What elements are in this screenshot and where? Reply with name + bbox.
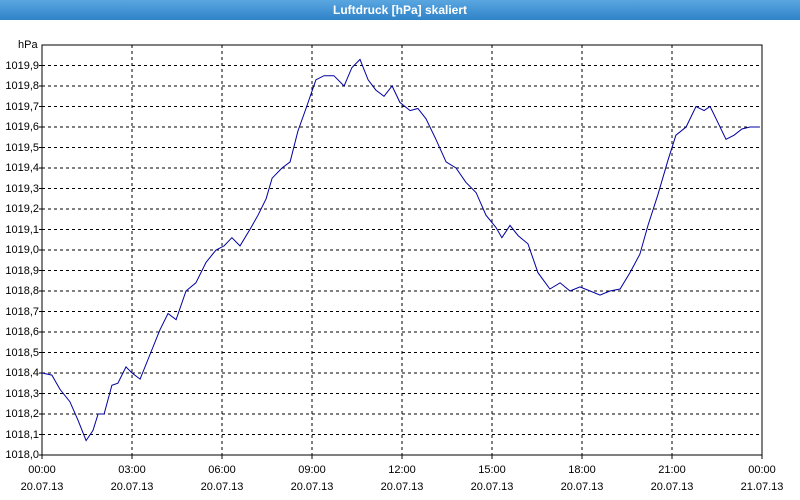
x-tick-label: 00:00 21.07.13 — [740, 464, 784, 493]
x-tick-label: 15:00 20.07.13 — [470, 464, 514, 493]
y-tick-label: 1019,5 — [5, 141, 39, 154]
y-tick-label: 1018,0 — [5, 449, 39, 461]
line-series — [41, 58, 760, 442]
y-tick-label: 1018,3 — [5, 387, 39, 400]
y-tick-label: 1018,5 — [5, 346, 39, 359]
y-tick-label: 1018,8 — [5, 285, 39, 297]
x-tick-label: 00:00 20.07.13 — [20, 464, 64, 493]
y-tick-label: 1018,1 — [5, 428, 39, 441]
x-tick-label: 03:00 20.07.13 — [110, 464, 154, 493]
plot-frame — [41, 44, 763, 456]
y-axis-label: hPa — [18, 39, 38, 51]
y-tick-label: 1019,1 — [5, 223, 39, 236]
y-tick-label: 1019,6 — [5, 121, 39, 133]
y-tick-label: 1018,9 — [5, 264, 39, 277]
y-tick-label: 1019,8 — [5, 80, 39, 92]
y-tick-label: 1019,3 — [5, 182, 39, 195]
x-tick-label: 12:00 20.07.13 — [380, 464, 424, 493]
y-tick-label: 1018,7 — [5, 305, 39, 318]
x-tick-label: 21:00 20.07.13 — [650, 464, 694, 493]
y-tick-label: 1018,6 — [5, 326, 39, 338]
y-tick-label: 1019,4 — [5, 162, 39, 174]
y-tick-label: 1018,4 — [5, 367, 39, 379]
y-tick-label: 1018,2 — [5, 408, 39, 420]
x-tick-label: 18:00 20.07.13 — [560, 464, 604, 493]
y-tick-label: 1019,9 — [5, 59, 39, 72]
y-tick-label: 1019,7 — [5, 100, 39, 113]
y-tick-label: 1019,0 — [5, 244, 39, 256]
y-tick-label: 1019,2 — [5, 203, 39, 215]
x-tick-label: 06:00 20.07.13 — [200, 464, 244, 493]
x-tick-label: 09:00 20.07.13 — [290, 464, 334, 493]
chart-title: Luftdruck [hPa] skaliert — [0, 0, 800, 20]
